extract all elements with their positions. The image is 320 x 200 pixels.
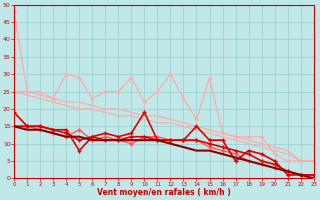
X-axis label: Vent moyen/en rafales ( km/h ): Vent moyen/en rafales ( km/h ) bbox=[97, 188, 231, 197]
